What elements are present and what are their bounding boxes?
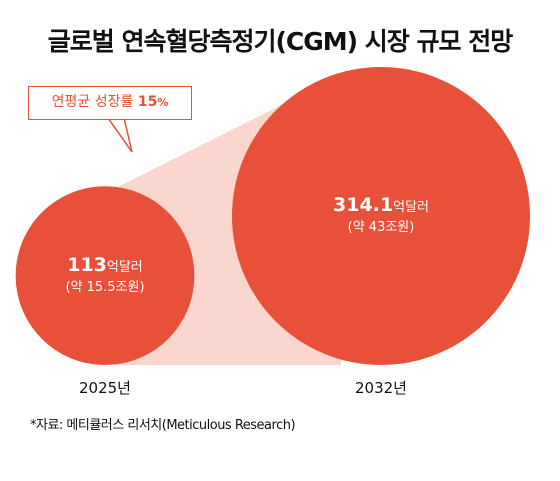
year-label-2025: 2025년 xyxy=(79,379,131,397)
cagr-value: 15 xyxy=(137,94,158,110)
bubble-2025 xyxy=(15,186,195,365)
value-label-2032: 314.1 xyxy=(333,194,394,216)
krw-label-2025: (약 15.5조원) xyxy=(65,279,145,295)
bubble-2032 xyxy=(232,67,530,365)
bubble-label-2025: 113억달러 (약 15.5조원) xyxy=(15,254,195,295)
callout-pointer xyxy=(106,117,133,153)
cagr-unit: % xyxy=(157,96,169,109)
value-label-2025: 113 xyxy=(67,253,107,276)
cagr-callout: 연평균 성장률 15% xyxy=(28,86,192,120)
bubble-label-2032: 314.1억달러 (약 43조원) xyxy=(291,194,471,235)
cagr-label: 연평균 성장률 xyxy=(51,94,134,110)
unit-label-2032: 억달러 xyxy=(393,200,429,215)
year-label-2032: 2032년 xyxy=(355,379,407,397)
unit-label-2025: 억달러 xyxy=(106,259,143,275)
chart-title: 글로벌 연속혈당측정기(CGM) 시장 규모 전망 xyxy=(47,27,513,56)
krw-label-2032: (약 43조원) xyxy=(347,220,415,235)
source-note: *자료: 메티큘러스 리서치(Meticulous Research) xyxy=(30,418,296,433)
